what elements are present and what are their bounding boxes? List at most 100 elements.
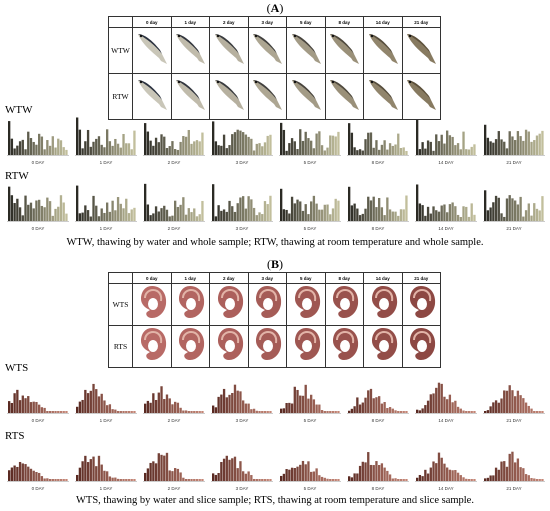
day-header: 14 day	[363, 16, 403, 28]
histogram-bar	[301, 210, 305, 221]
histogram-bar	[399, 411, 403, 413]
histogram-bar	[157, 142, 160, 155]
histogram-bar	[467, 411, 471, 413]
histogram-bar	[456, 214, 460, 221]
histogram-bar	[484, 190, 487, 221]
histogram-bar	[437, 382, 441, 413]
histogram-day-label: 14 DAY	[438, 486, 454, 491]
color-histogram	[75, 185, 137, 222]
histogram-bar	[78, 401, 82, 413]
color-histogram	[211, 455, 273, 482]
histogram-bar	[416, 120, 419, 155]
histogram-day-label: 21 DAY	[506, 160, 522, 165]
histogram-bar	[190, 479, 193, 481]
histogram-bar	[497, 469, 500, 481]
histogram-day-label: 1 DAY	[99, 418, 113, 423]
histogram-bar	[81, 148, 84, 155]
color-histogram	[347, 186, 409, 222]
histogram-bar	[296, 466, 299, 481]
histogram-bar	[149, 462, 152, 481]
histogram-bar	[54, 411, 57, 413]
histogram-bar	[484, 411, 487, 413]
histogram-bar	[530, 215, 533, 221]
slice-icon	[217, 286, 243, 318]
histogram-bar	[152, 393, 155, 413]
histogram-bar	[195, 140, 199, 155]
day-header: 3 day	[247, 16, 287, 28]
histogram-bar	[514, 140, 517, 155]
histogram-bar	[179, 472, 182, 481]
histogram-bar	[527, 131, 530, 155]
histogram-bar	[304, 204, 307, 221]
histogram-bar	[152, 213, 155, 221]
histogram-bar	[331, 135, 335, 155]
fish-icon	[176, 34, 206, 64]
histogram-bar	[65, 213, 68, 221]
histogram-bar	[386, 408, 389, 413]
histogram-bar	[372, 465, 375, 481]
histogram-bar	[533, 478, 536, 481]
histogram-bar	[154, 463, 158, 481]
histogram-bar	[111, 477, 114, 481]
histogram-bar	[65, 411, 68, 413]
histogram-bar	[195, 216, 199, 221]
histogram-bar	[92, 456, 95, 481]
histogram-bar	[535, 411, 539, 413]
fish-icon	[137, 80, 167, 110]
histogram-bar	[146, 468, 150, 481]
histogram-bar	[168, 216, 171, 221]
histogram-bar	[35, 200, 38, 221]
histogram-bar	[157, 211, 160, 221]
histogram-bar	[508, 131, 511, 155]
histogram-bar	[201, 200, 204, 221]
fish-icon	[214, 34, 244, 64]
fish-photo	[401, 27, 441, 74]
histogram-bar	[233, 456, 237, 481]
color-histogram	[347, 388, 409, 414]
day-header: 3 day	[247, 272, 287, 284]
histogram-bar	[426, 140, 430, 155]
histogram-bar	[184, 479, 188, 481]
day-header: 1 day	[170, 16, 210, 28]
histogram-bar	[394, 410, 397, 413]
histogram-bar	[383, 140, 386, 155]
histogram-bar	[391, 145, 394, 155]
histogram-bar	[255, 410, 258, 413]
histogram-bar	[358, 404, 362, 413]
histogram-bar	[310, 140, 313, 155]
histogram-bar	[353, 473, 356, 481]
histogram-bar	[285, 403, 288, 413]
histogram-day-label: 3 DAY	[235, 226, 249, 231]
histogram-bar	[247, 471, 250, 481]
histogram-bar	[35, 144, 38, 155]
histogram-bar	[312, 471, 316, 481]
histogram-bar	[337, 131, 340, 155]
histogram-bar	[261, 411, 264, 413]
histogram-bar	[250, 475, 253, 481]
histogram-day-label: 8 DAY	[371, 160, 385, 165]
histogram-bar	[454, 400, 457, 413]
histogram-bar	[315, 468, 318, 481]
histogram-bar	[361, 402, 364, 413]
histogram-bar	[315, 203, 318, 221]
histogram-bar	[350, 132, 354, 155]
fish-photo	[401, 73, 441, 120]
histogram-bar	[236, 129, 239, 155]
histogram-bar	[293, 468, 296, 481]
histogram-bar	[437, 452, 441, 481]
histogram-bar	[522, 468, 525, 481]
fish-icon	[176, 80, 206, 110]
slice-photo	[363, 283, 403, 326]
histogram-bar	[103, 147, 106, 155]
fish-icon	[291, 80, 321, 110]
histogram-bar	[35, 401, 38, 413]
histogram-bar	[375, 140, 378, 155]
histogram-bar	[462, 131, 465, 155]
histogram-bar	[500, 213, 503, 221]
histogram-bar	[391, 408, 394, 413]
histogram-bar	[154, 137, 158, 155]
histogram-bar	[367, 196, 370, 221]
histogram-bar	[426, 473, 430, 481]
color-histogram	[75, 383, 137, 414]
histogram-bar	[505, 198, 509, 221]
